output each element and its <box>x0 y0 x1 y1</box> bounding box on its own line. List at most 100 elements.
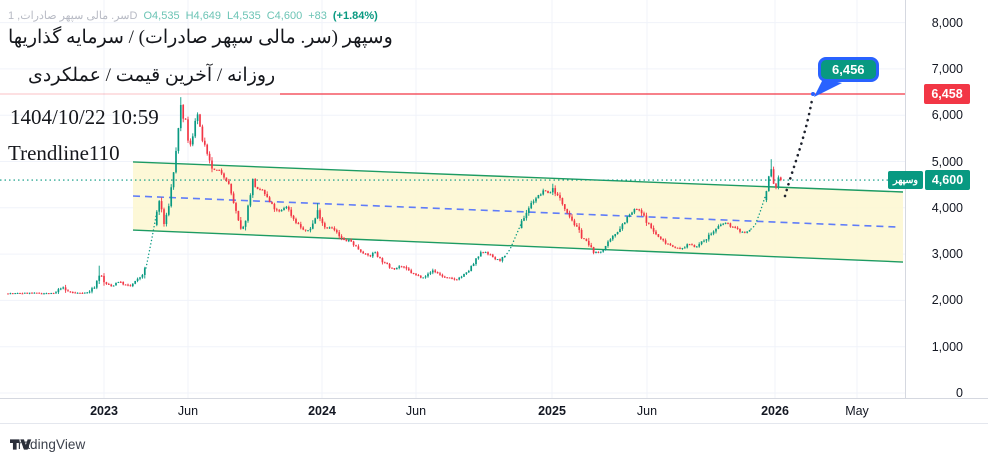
candle-body <box>273 203 276 210</box>
candle-body <box>86 292 89 294</box>
candle-body <box>386 262 389 264</box>
candle-body <box>347 239 350 242</box>
candle-body <box>736 227 739 229</box>
candle-body <box>530 202 533 209</box>
candle-body <box>578 226 581 230</box>
candle-body <box>741 231 744 233</box>
candle-body <box>446 277 449 279</box>
candle-body <box>772 169 775 184</box>
candle-body <box>350 239 353 242</box>
candle-body <box>261 189 264 191</box>
candle-body <box>189 140 192 145</box>
candle-body <box>244 220 247 227</box>
candle-body <box>81 292 84 294</box>
candle-body <box>7 293 9 295</box>
candle-body <box>539 194 542 196</box>
candle-body <box>616 232 619 235</box>
candle-body <box>357 246 360 250</box>
candle-body <box>587 240 590 246</box>
candle-body <box>263 189 266 195</box>
candle-body <box>525 212 528 219</box>
candle-body <box>499 259 501 261</box>
candle-body <box>107 283 110 285</box>
candle-body <box>79 292 81 294</box>
candle-body <box>623 222 626 225</box>
candle-body <box>359 249 362 252</box>
candle-body <box>295 218 297 223</box>
candle-body <box>371 253 374 257</box>
time-axis-tick-label: 2024 <box>308 404 336 418</box>
candle-body <box>14 293 17 295</box>
candle-body <box>167 206 170 215</box>
candle-body <box>280 210 283 212</box>
candle-body <box>9 293 12 295</box>
time-axis-tick-label: 2026 <box>761 404 789 418</box>
candle-body <box>520 220 523 229</box>
projection-price-callout[interactable]: 6,456 <box>818 57 879 82</box>
candle-body <box>143 268 146 275</box>
candle-body <box>472 263 475 266</box>
candle-body <box>131 283 134 287</box>
candle-body <box>307 230 309 232</box>
candle-body <box>592 246 595 253</box>
candle-body <box>417 275 420 277</box>
candle-body <box>619 228 621 233</box>
candle-body <box>179 104 182 129</box>
candle-body <box>657 234 660 237</box>
candle-body <box>230 183 233 194</box>
candle-body <box>429 272 432 274</box>
candle-body <box>364 253 367 255</box>
candle-body <box>122 282 125 285</box>
candle-body <box>676 247 679 249</box>
candle-body <box>717 225 720 229</box>
candle-body <box>451 277 453 279</box>
candle-body <box>679 248 681 250</box>
change-value: +83 <box>308 10 327 22</box>
time-axis-separator <box>0 398 988 399</box>
candle-body <box>424 276 427 278</box>
candle-body <box>31 292 33 294</box>
candle-body <box>563 204 566 210</box>
candle-body <box>681 248 684 250</box>
candle-body <box>487 252 489 255</box>
candle-body <box>206 144 209 154</box>
candle-body <box>535 198 537 202</box>
legend-ohlc-bar[interactable]: سر. مالی سپهر صادرات, 1D O4,535 H4,649 L… <box>8 9 378 22</box>
candle-body <box>479 252 482 257</box>
candle-body <box>595 251 597 253</box>
candle-body <box>626 216 629 223</box>
candle-body <box>467 271 470 273</box>
candle-body <box>537 195 540 199</box>
annotation-datetime: 1404/10/22 10:59 <box>10 105 159 129</box>
candle-body <box>362 251 365 254</box>
candle-body <box>436 272 439 274</box>
candle-body <box>688 244 691 246</box>
callout-tail <box>814 79 842 97</box>
symbol-tag-label: وسپهر <box>888 171 923 190</box>
candle-body <box>494 257 497 260</box>
candle-body <box>223 173 225 178</box>
candle-body <box>134 280 137 284</box>
candle-body <box>115 282 117 286</box>
candle-body <box>645 215 648 223</box>
price-axis-tick-label: 2,000 <box>931 293 963 308</box>
candle-body <box>388 263 391 268</box>
price-axis-tick-label: 6,000 <box>931 108 963 123</box>
candle-body <box>290 209 293 216</box>
tradingview-logo-icon <box>10 439 32 450</box>
candle-body <box>93 287 96 289</box>
candle-body <box>74 292 77 294</box>
time-axis-tick-label: Jun <box>177 404 199 418</box>
channel-midline <box>132 195 898 228</box>
candle-body <box>602 249 605 252</box>
candle-body <box>611 235 614 240</box>
candle-body <box>367 253 369 256</box>
candle-body <box>607 241 609 246</box>
candle-body <box>19 293 21 295</box>
candle-body <box>105 282 108 284</box>
tradingview-attribution[interactable]: TradingView <box>10 437 85 452</box>
channel-bottom-line <box>132 229 904 263</box>
candle-body <box>213 168 216 170</box>
